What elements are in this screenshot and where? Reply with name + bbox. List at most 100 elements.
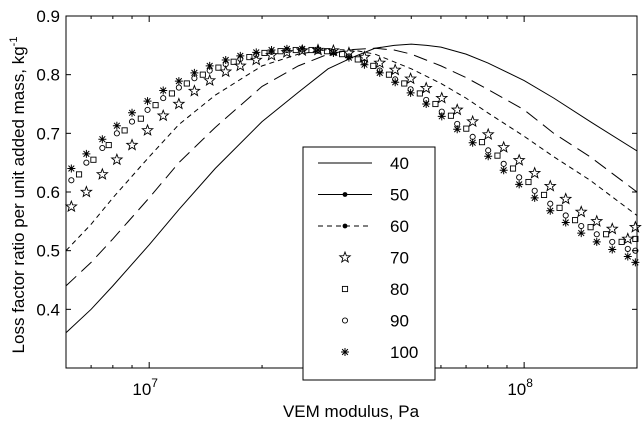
legend-item-50: 50: [318, 186, 409, 205]
series-layer: [64, 43, 642, 334]
series-point-70: [110, 152, 124, 166]
series-point-100: [112, 121, 121, 130]
series-point-100: [298, 44, 307, 53]
series-point-80: [199, 71, 206, 78]
series-point-100: [422, 100, 431, 108]
x-tick-label: 107: [132, 376, 158, 399]
series-point-90: [593, 231, 600, 238]
series-point-100: [329, 48, 338, 57]
series-point-80: [463, 125, 470, 132]
series-point-80: [587, 224, 594, 231]
series-point-70: [512, 153, 526, 166]
series-point-100: [592, 237, 601, 246]
series-point-100: [221, 56, 230, 64]
y-axis-label-main: Loss factor ratio per unit added mass, k…: [9, 46, 28, 353]
series-point-70: [435, 91, 449, 104]
legend-label-60: 60: [390, 217, 409, 236]
series-point-70: [265, 48, 278, 61]
series-point-100: [391, 78, 400, 87]
series-80: [75, 46, 639, 245]
series-point-90: [609, 238, 616, 245]
series-point-80: [277, 48, 284, 55]
series-point-100: [174, 77, 183, 86]
series-point-100: [236, 51, 245, 60]
series-point-70: [125, 138, 139, 151]
series-point-100: [360, 60, 369, 69]
y-tick-label: 0.8: [36, 66, 60, 85]
series-point-80: [354, 56, 361, 63]
series-point-100: [608, 245, 617, 254]
legend-label-50: 50: [390, 186, 409, 205]
series-point-80: [152, 102, 159, 109]
legend-marker-100: [341, 348, 349, 356]
series-point-100: [499, 166, 508, 175]
series-point-80: [509, 165, 517, 172]
legend-item-40: 40: [318, 154, 409, 173]
series-point-90: [531, 187, 538, 194]
series-point-80: [494, 152, 501, 159]
series-point-80: [401, 80, 408, 87]
series-point-70: [203, 73, 217, 87]
series-point-80: [556, 204, 563, 211]
series-point-100: [631, 258, 640, 267]
series-point-80: [137, 115, 144, 122]
legend-label-80: 80: [390, 280, 409, 299]
legend-marker-90: [341, 317, 349, 324]
legend-item-70: 70: [338, 249, 409, 268]
series-point-90: [83, 159, 90, 166]
series-point-90: [68, 177, 75, 184]
series-point-80: [261, 49, 268, 57]
series-point-70: [590, 214, 604, 227]
series-point-100: [314, 46, 323, 55]
series-point-70: [497, 140, 511, 153]
series-point-70: [466, 114, 480, 128]
series-point-80: [183, 80, 190, 87]
series-point-70: [450, 103, 464, 116]
series-point-70: [141, 123, 155, 136]
series-point-100: [515, 180, 524, 189]
series-point-80: [432, 100, 439, 108]
legend-dot-60: [342, 223, 348, 229]
series-point-70: [628, 220, 642, 233]
legend-label-40: 40: [390, 154, 409, 173]
series-point-100: [267, 46, 276, 55]
series-point-80: [215, 64, 222, 71]
series-point-100: [561, 218, 570, 227]
series-point-80: [447, 112, 454, 119]
series-point-70: [559, 192, 573, 205]
series-point-100: [375, 68, 384, 77]
series-point-70: [543, 179, 557, 192]
series-point-80: [478, 139, 486, 146]
series-point-100: [67, 164, 76, 173]
series-point-90: [547, 200, 554, 207]
y-tick-label: 0.9: [36, 7, 60, 26]
series-point-80: [618, 238, 625, 245]
y-tick-label: 0.7: [36, 124, 60, 143]
series-point-90: [128, 118, 136, 125]
legend: 40 50 60 70 80 90 100: [302, 146, 436, 381]
series-100: [67, 44, 640, 267]
y-axis-label: Loss factor ratio per unit added mass, k…: [8, 37, 28, 354]
series-point-80: [632, 235, 639, 242]
series-point-70: [605, 222, 619, 235]
x-tick-label-exp: 8: [526, 376, 533, 390]
legend-item-100: 100: [341, 343, 418, 362]
series-point-100: [252, 48, 261, 57]
series-point-100: [159, 86, 168, 95]
series-point-100: [468, 138, 477, 147]
series-point-90: [562, 212, 569, 219]
series-point-100: [282, 44, 291, 53]
series-point-70: [95, 167, 109, 180]
series-point-80: [246, 54, 253, 61]
series-point-80: [90, 156, 97, 163]
series-point-80: [370, 62, 377, 69]
legend-label-90: 90: [390, 312, 409, 331]
legend-dot-50: [342, 192, 348, 197]
series-point-70: [621, 232, 635, 245]
legend-box: [302, 146, 436, 381]
y-axis-label-sup: -1: [8, 37, 20, 47]
series-point-80: [75, 171, 83, 178]
y-tick-label: 0.5: [36, 242, 60, 261]
